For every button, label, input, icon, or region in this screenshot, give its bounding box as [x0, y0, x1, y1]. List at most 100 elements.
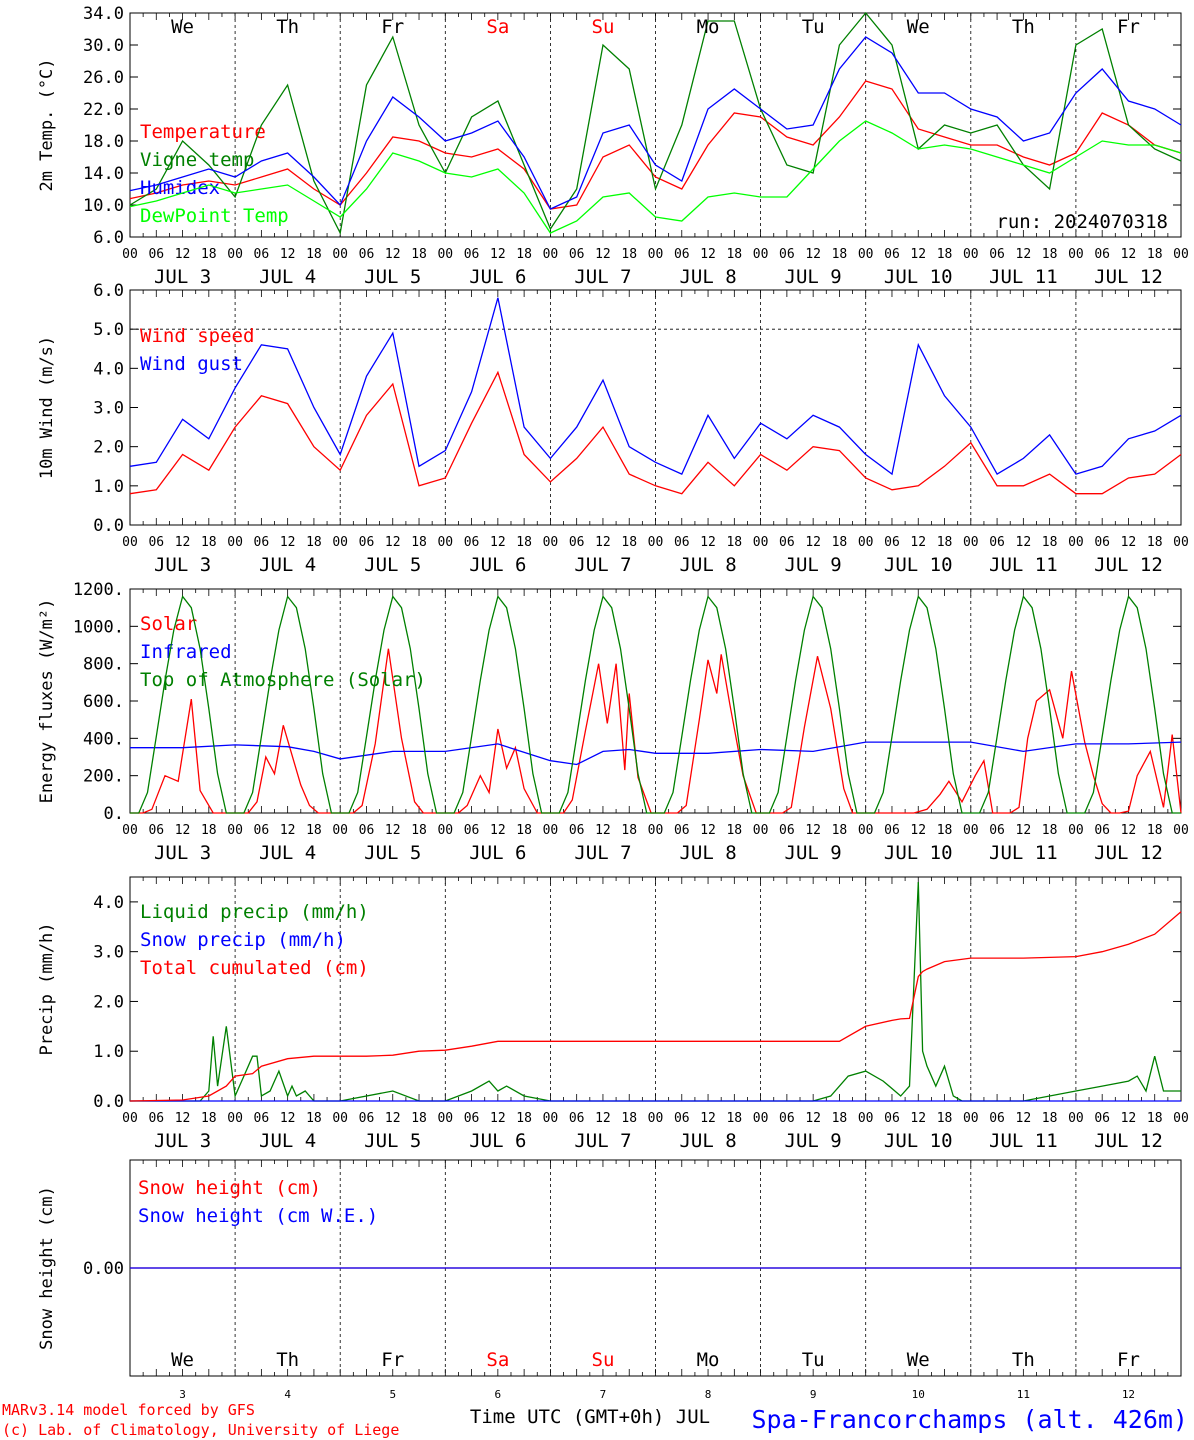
hour-label: 00	[332, 535, 348, 550]
hour-label: 06	[674, 823, 690, 838]
hour-label: 18	[1147, 823, 1163, 838]
date-label: JUL 5	[364, 1130, 421, 1152]
hour-label: 06	[569, 535, 585, 550]
y-axis-label: 2m Temp. (°C)	[37, 58, 57, 191]
hour-label: 18	[411, 247, 427, 262]
hour-label: 12	[805, 247, 821, 262]
date-label: JUL 6	[469, 554, 526, 576]
date-label: JUL 7	[574, 842, 631, 864]
hour-label: 00	[437, 1111, 453, 1126]
hour-label: 18	[937, 823, 953, 838]
date-label: JUL 8	[679, 842, 736, 864]
hour-label: 18	[1042, 823, 1058, 838]
hour-label: 18	[1042, 247, 1058, 262]
date-label: JUL 11	[989, 842, 1058, 864]
hour-label: 18	[621, 247, 637, 262]
hour-label: 12	[490, 535, 506, 550]
series-line-humidex	[129, 36, 1182, 210]
hour-label: 06	[464, 247, 480, 262]
hour-label: 00	[858, 535, 874, 550]
hour-label: 06	[569, 1111, 585, 1126]
date-label: JUL 11	[989, 554, 1058, 576]
hour-label: 06	[359, 535, 375, 550]
hour-label: 06	[148, 535, 164, 550]
hour-label: 12	[910, 1111, 926, 1126]
hour-label: 00	[227, 823, 243, 838]
hour-label: 18	[1147, 1111, 1163, 1126]
legend-entry: Liquid precip (mm/h)	[140, 901, 369, 923]
hour-label: 18	[1042, 535, 1058, 550]
hour-label: 12	[1016, 823, 1032, 838]
hour-label: 00	[437, 535, 453, 550]
hour-label: 00	[1068, 823, 1084, 838]
y-tick-label: 600.	[83, 692, 124, 712]
date-label: JUL 4	[259, 266, 316, 288]
hour-label: 12	[700, 535, 716, 550]
hour-label: 18	[201, 1111, 217, 1126]
hour-label: 06	[148, 823, 164, 838]
date-label: JUL 11	[989, 1130, 1058, 1152]
hour-label: 00	[1068, 247, 1084, 262]
legend-entry: Wind gust	[140, 353, 243, 375]
y-tick-label: 34.0	[83, 4, 124, 24]
y-tick-label: 0.	[104, 804, 124, 824]
y-tick-label: 0.00	[83, 1259, 124, 1279]
y-tick-label: 14.0	[83, 164, 124, 184]
weekday-label: Th	[276, 1349, 299, 1371]
day-number-label: 9	[810, 1388, 817, 1401]
date-label: JUL 9	[785, 554, 842, 576]
day-number-label: 5	[389, 1388, 396, 1401]
weekday-label: Th	[276, 16, 299, 38]
date-label: JUL 7	[574, 554, 631, 576]
series-line-wind-speed	[129, 370, 1182, 495]
hour-label: 00	[858, 823, 874, 838]
day-number-label: 8	[705, 1388, 712, 1401]
hour-label: 06	[464, 1111, 480, 1126]
y-tick-label: 5.0	[93, 320, 124, 340]
weekday-label: Sa	[486, 16, 509, 38]
weekday-label: Th	[1012, 16, 1035, 38]
panel-5: 0.00 Snow height (cm) Snow height (cm) Snow…	[37, 1159, 1182, 1377]
hour-label: 12	[595, 535, 611, 550]
hour-label: 00	[1068, 1111, 1084, 1126]
hour-label: 00	[648, 247, 664, 262]
hour-label: 00	[963, 823, 979, 838]
hour-label: 18	[621, 823, 637, 838]
hour-label: 18	[411, 823, 427, 838]
date-label: JUL 8	[679, 266, 736, 288]
series-line-dewpoint-temp	[129, 120, 1182, 234]
y-tick-label: 6.0	[93, 281, 124, 301]
panel-4: 0.0 1.0 2.0 3.0 4.0 Precip (mm/h) Liquid preci…	[37, 876, 1189, 1152]
hour-label: 00	[858, 247, 874, 262]
legend-entry: Wind speed	[140, 325, 254, 347]
weekday-label: Mo	[697, 16, 720, 38]
date-label: JUL 11	[989, 266, 1058, 288]
hour-label: 06	[884, 823, 900, 838]
hour-label: 06	[148, 1111, 164, 1126]
hour-label: 18	[621, 1111, 637, 1126]
hour-label: 18	[306, 247, 322, 262]
hour-label: 18	[306, 823, 322, 838]
hour-label: 06	[359, 247, 375, 262]
y-tick-label: 800.	[83, 655, 124, 675]
hour-label: 18	[516, 247, 532, 262]
hour-label: 00	[543, 1111, 559, 1126]
hour-label: 06	[674, 1111, 690, 1126]
hour-label: 00	[858, 1111, 874, 1126]
hour-label: 12	[1016, 247, 1032, 262]
hour-label: 06	[1094, 535, 1110, 550]
hour-label: 12	[280, 823, 296, 838]
date-label: JUL 4	[259, 554, 316, 576]
hour-label: 06	[569, 247, 585, 262]
y-tick-label: 200.	[83, 767, 124, 787]
weekday-label: Mo	[697, 1349, 720, 1371]
hour-label: 12	[1121, 535, 1137, 550]
y-tick-label: 2.0	[93, 438, 124, 458]
hour-label: 00	[753, 1111, 769, 1126]
date-label: JUL 6	[469, 1130, 526, 1152]
hour-label: 18	[201, 535, 217, 550]
y-tick-label: 22.0	[83, 100, 124, 120]
hour-label: 00	[1173, 1111, 1189, 1126]
station-title: Spa-Francorchamps (alt. 426m)	[752, 1405, 1189, 1434]
panel-2: 0.0 1.0 2.0 3.0 4.0 5.0 6.0 10m Wind (m/s) Wind …	[37, 281, 1189, 576]
